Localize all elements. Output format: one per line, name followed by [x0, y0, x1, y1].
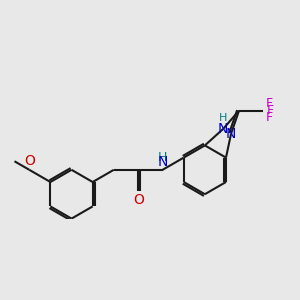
Text: H: H	[158, 151, 167, 164]
Text: N: N	[226, 127, 236, 141]
Text: H: H	[219, 113, 227, 123]
Text: N: N	[158, 155, 168, 169]
Text: N: N	[218, 122, 228, 136]
Text: O: O	[24, 154, 35, 168]
Text: F: F	[266, 112, 273, 124]
Text: O: O	[133, 194, 144, 208]
Text: F: F	[267, 104, 274, 117]
Text: F: F	[266, 97, 273, 110]
